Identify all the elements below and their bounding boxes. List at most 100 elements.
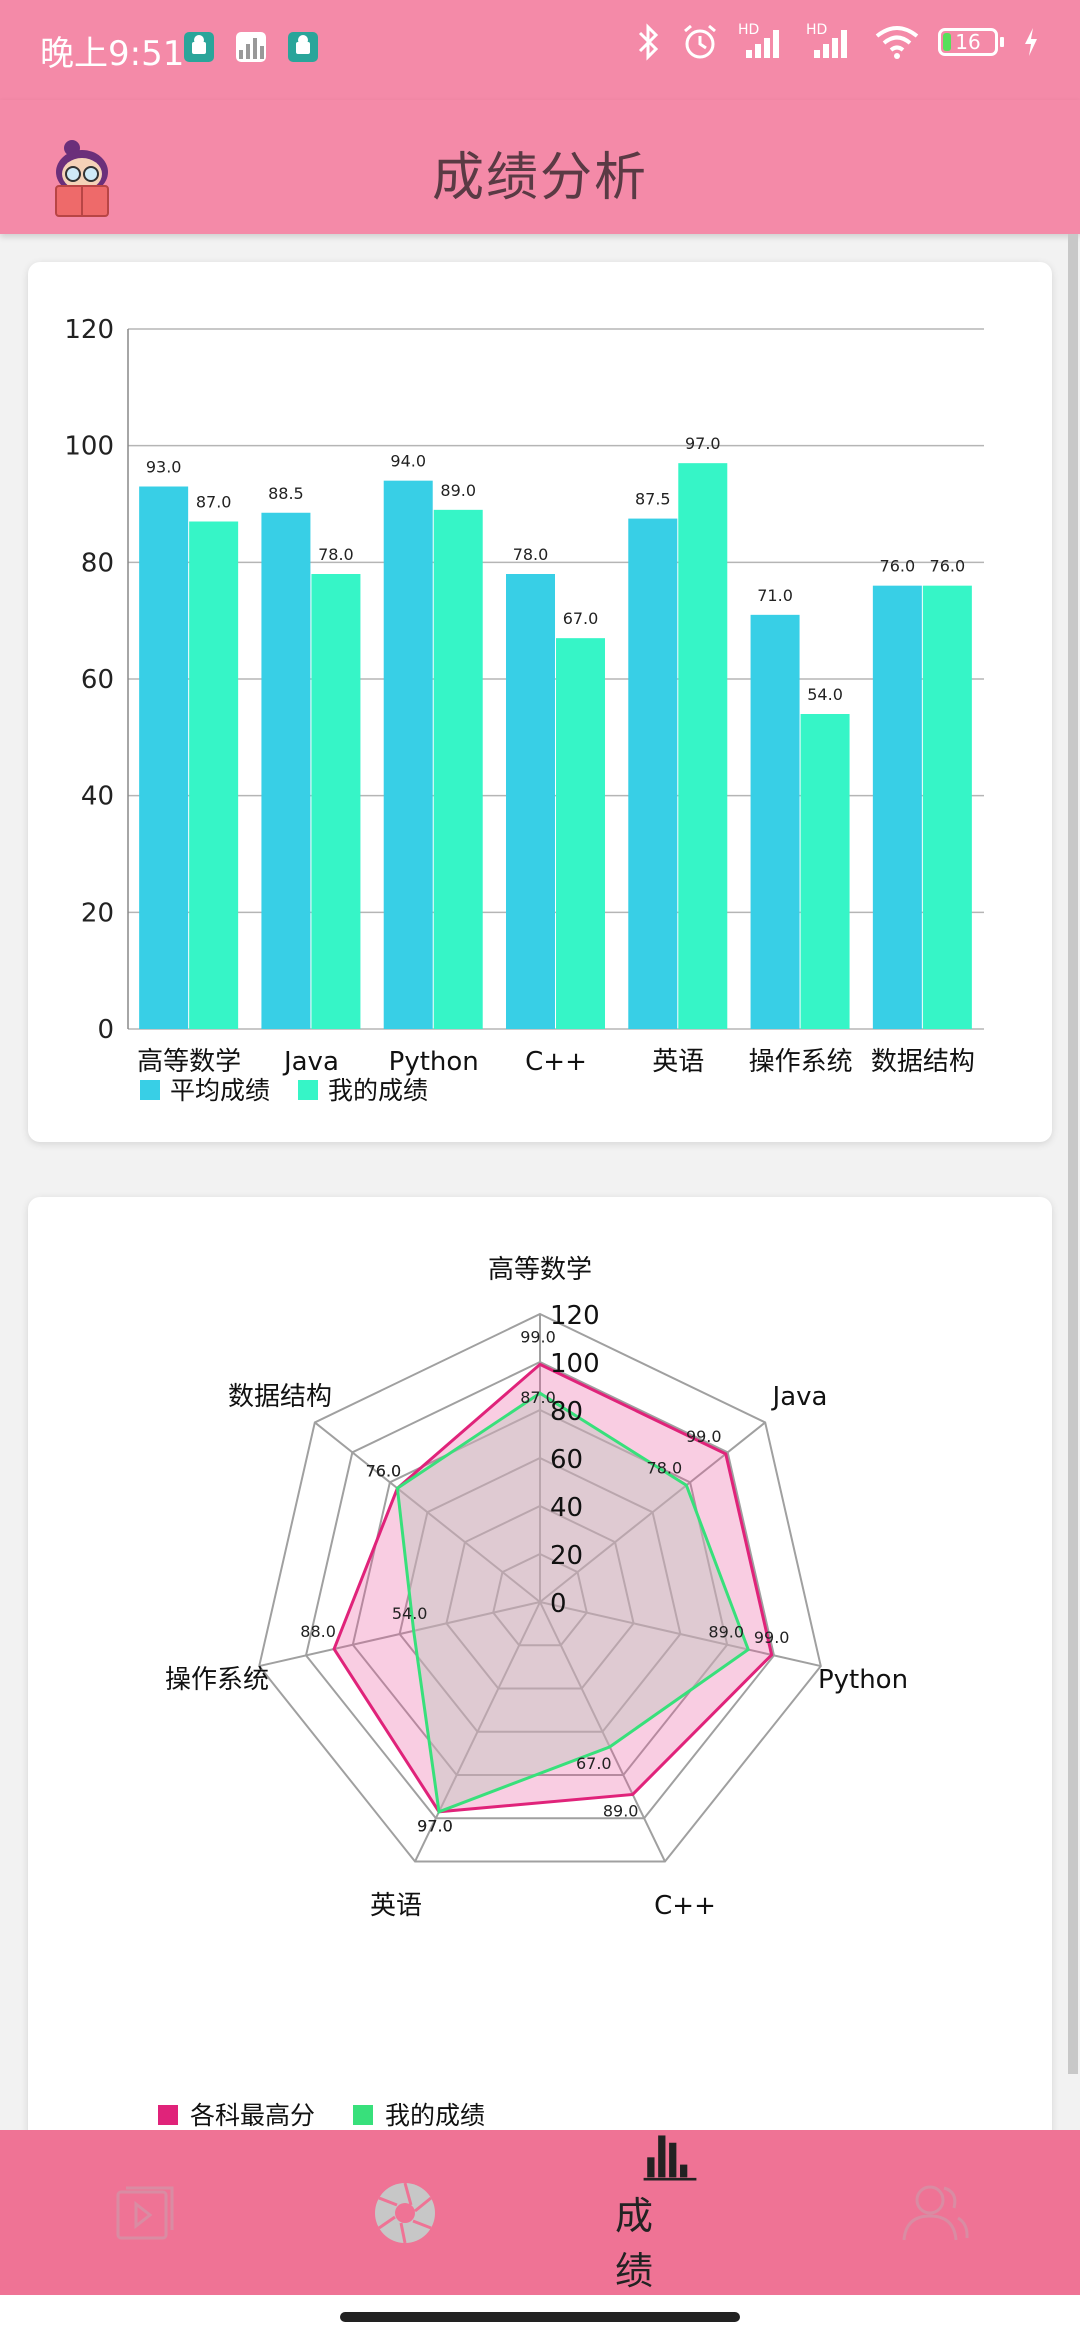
radial-tick-label: 0	[550, 1589, 567, 1619]
radar-category-label: 数据结构	[228, 1382, 332, 1412]
radar-spoke	[539, 1421, 766, 1603]
x-tick-label: C++	[525, 1047, 587, 1077]
radar-chart-card: 0 20 40 60 80 100 120 高等数学 Java Python C++ 英语 操作系统 数据…	[28, 1197, 1052, 2157]
legend-label: 我的成绩	[328, 1076, 428, 1105]
android-notification-icon	[288, 32, 318, 62]
radar-data-label: 89.0	[603, 1801, 639, 1820]
nav-item-profile[interactable]	[880, 2130, 990, 2295]
image-notification-icon	[236, 32, 266, 62]
gesture-bar[interactable]	[340, 2312, 740, 2322]
data-label: 54.0	[807, 685, 843, 704]
radar-category-label: Python	[818, 1665, 908, 1695]
battery-level: 16	[955, 30, 981, 54]
nav-item-grades[interactable]: 成 绩	[615, 2130, 725, 2295]
nav-item-video[interactable]	[90, 2130, 200, 2295]
data-label: 87.5	[635, 490, 671, 509]
legend-swatch	[158, 2105, 178, 2125]
radar-data-label: 89.0	[708, 1623, 744, 1642]
data-label: 71.0	[757, 586, 793, 605]
users-icon	[902, 2185, 969, 2240]
data-label: 78.0	[318, 545, 354, 564]
status-bar: 晚上9:51 HD HD 16	[0, 0, 1080, 100]
signal-icon: HD	[738, 22, 788, 62]
x-tick-label: 数据结构	[871, 1047, 975, 1077]
data-label: 88.5	[268, 484, 304, 503]
x-tick-label: Python	[389, 1047, 479, 1077]
radar-grid-ring	[258, 1312, 822, 1863]
radar-series-area	[332, 1362, 774, 1814]
legend-label: 各科最高分	[190, 2101, 315, 2130]
bar	[506, 574, 555, 1029]
data-label: 94.0	[390, 452, 426, 471]
radar-data-label: 67.0	[576, 1754, 612, 1773]
y-tick-label: 120	[64, 315, 114, 345]
radar-grid-ring	[304, 1360, 776, 1820]
radar-data-label: 99.0	[754, 1628, 790, 1647]
radar-category-label: Java	[771, 1382, 828, 1412]
radar-spoke	[258, 1601, 541, 1668]
bar	[872, 585, 922, 1029]
y-tick-label: 40	[81, 782, 114, 812]
radar-spoke	[539, 1601, 666, 1862]
x-tick-label: 高等数学	[137, 1047, 241, 1077]
wifi-icon	[875, 26, 919, 59]
radar-category-label: 英语	[370, 1891, 422, 1921]
nav-item-shutter[interactable]	[350, 2130, 460, 2295]
legend-swatch	[298, 1080, 318, 1100]
signal-hd-badge: HD	[806, 22, 828, 38]
page-title: 成绩分析	[431, 148, 648, 208]
radar-data-label: 88.0	[300, 1622, 336, 1641]
radar-category-label: 操作系统	[165, 1665, 269, 1695]
scrollbar[interactable]	[1068, 234, 1078, 2074]
legend-swatch	[353, 2105, 373, 2125]
bar	[311, 574, 361, 1029]
legend-swatch	[140, 1080, 160, 1100]
radar-data-label: 97.0	[417, 1817, 453, 1836]
radar-data-label: 97.0	[417, 1817, 453, 1836]
bar	[139, 486, 189, 1029]
radar-spoke	[414, 1601, 541, 1862]
x-tick-label: 操作系统	[749, 1047, 853, 1077]
data-label: 97.0	[685, 434, 721, 453]
radial-tick-label: 120	[550, 1301, 600, 1331]
bottom-nav: 成 绩	[0, 2130, 1080, 2295]
bar	[678, 463, 728, 1029]
bar	[556, 638, 605, 1029]
bar	[922, 585, 972, 1029]
bar	[628, 518, 678, 1029]
radar-data-label: 87.0	[520, 1388, 556, 1407]
bar-chart: 0 20 40 60 80 100 120 93.0 87.0 高等数学 88.5 78.0 Java 9…	[64, 315, 984, 1105]
data-label: 67.0	[563, 609, 599, 628]
bar	[261, 512, 311, 1029]
bluetooth-icon	[638, 23, 659, 61]
bar-chart-card: 0 20 40 60 80 100 120 93.0 87.0 高等数学 88.5 78.0 Java 9…	[28, 262, 1052, 1142]
reading-student-logo	[55, 140, 109, 217]
radar-spoke	[539, 1601, 822, 1668]
status-time: 晚上9:51	[40, 34, 185, 74]
bar	[800, 714, 850, 1029]
y-tick-label: 60	[81, 665, 114, 695]
radar-data-label: 76.0	[366, 1461, 402, 1480]
data-label: 87.0	[196, 493, 232, 512]
bar	[189, 521, 239, 1029]
y-tick-label: 80	[81, 548, 114, 578]
bar-chart-icon	[643, 2135, 697, 2181]
data-label: 76.0	[880, 557, 916, 576]
radar-series-area	[395, 1391, 751, 1814]
battery-icon: 16	[938, 28, 1004, 56]
radar-chart: 0 20 40 60 80 100 120 高等数学 Java Python C++ 英语 操作系统 数据…	[158, 1255, 908, 2130]
radial-tick-label: 80	[550, 1397, 583, 1427]
y-tick-label: 100	[64, 432, 114, 462]
android-notification-icon	[184, 32, 214, 62]
radar-data-label: 76.0	[366, 1461, 402, 1480]
radar-grid-ring	[398, 1456, 682, 1733]
gesture-area	[0, 2295, 1080, 2340]
data-label: 93.0	[146, 458, 182, 477]
radar-data-label: 78.0	[647, 1458, 683, 1477]
radial-tick-label: 20	[550, 1541, 583, 1571]
data-label: 89.0	[440, 481, 476, 500]
radar-data-label: 54.0	[392, 1604, 428, 1623]
radar-category-label: C++	[654, 1891, 716, 1921]
y-tick-label: 20	[81, 898, 114, 928]
radar-data-label: 99.0	[686, 1427, 722, 1446]
